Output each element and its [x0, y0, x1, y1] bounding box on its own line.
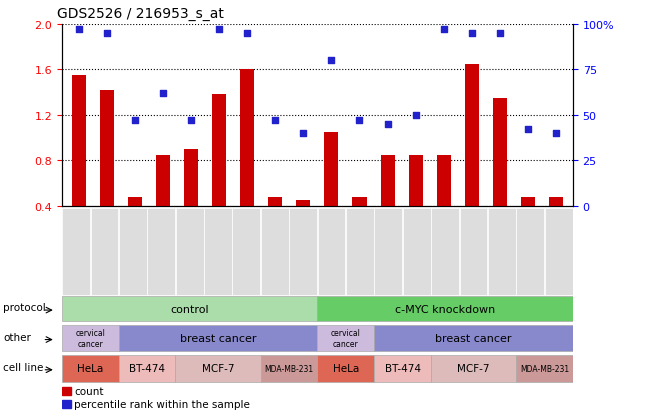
- Point: [551, 131, 561, 137]
- Bar: [147, 208, 175, 296]
- Point: [74, 27, 84, 33]
- Bar: [431, 208, 459, 296]
- Bar: [374, 208, 402, 296]
- Point: [410, 112, 421, 119]
- Bar: [521, 197, 535, 252]
- Text: HeLa: HeLa: [333, 363, 359, 373]
- Bar: [240, 70, 254, 252]
- Text: MCF-7: MCF-7: [457, 363, 490, 373]
- Text: cell line: cell line: [3, 362, 44, 372]
- Bar: [317, 296, 573, 322]
- Text: cervical
cancer: cervical cancer: [76, 329, 105, 348]
- Bar: [204, 208, 232, 296]
- Text: MDA-MB-231: MDA-MB-231: [264, 364, 314, 373]
- Bar: [100, 91, 114, 252]
- Bar: [318, 208, 346, 296]
- Bar: [289, 208, 317, 296]
- Text: MCF-7: MCF-7: [202, 363, 234, 373]
- Text: MDA-MB-231: MDA-MB-231: [520, 364, 569, 373]
- Text: other: other: [3, 332, 31, 342]
- Bar: [176, 208, 204, 296]
- Point: [270, 118, 281, 124]
- Bar: [62, 325, 118, 351]
- Bar: [268, 197, 283, 252]
- Point: [382, 121, 393, 128]
- Bar: [62, 387, 71, 395]
- Bar: [549, 197, 563, 252]
- Bar: [465, 64, 479, 252]
- Bar: [175, 355, 260, 382]
- Text: c-MYC knockdown: c-MYC knockdown: [395, 304, 495, 314]
- Bar: [118, 325, 317, 351]
- Point: [495, 31, 505, 37]
- Bar: [317, 355, 374, 382]
- Bar: [62, 355, 118, 382]
- Point: [523, 127, 533, 133]
- Bar: [260, 355, 317, 382]
- Point: [242, 31, 253, 37]
- Text: HeLa: HeLa: [77, 363, 104, 373]
- Bar: [90, 208, 118, 296]
- Text: cervical
cancer: cervical cancer: [331, 329, 361, 348]
- Bar: [184, 150, 198, 252]
- Bar: [374, 325, 573, 351]
- Text: BT-474: BT-474: [129, 363, 165, 373]
- Bar: [317, 325, 374, 351]
- Point: [186, 118, 196, 124]
- Point: [326, 58, 337, 64]
- Bar: [156, 155, 170, 252]
- Bar: [72, 76, 86, 252]
- Text: GDS2526 / 216953_s_at: GDS2526 / 216953_s_at: [57, 7, 223, 21]
- Text: percentile rank within the sample: percentile rank within the sample: [74, 399, 250, 409]
- Point: [439, 27, 449, 33]
- Bar: [232, 208, 260, 296]
- Text: control: control: [171, 304, 209, 314]
- Bar: [128, 197, 142, 252]
- Text: protocol: protocol: [3, 303, 46, 313]
- Bar: [119, 208, 146, 296]
- Bar: [62, 296, 317, 322]
- Point: [467, 31, 477, 37]
- Bar: [516, 355, 573, 382]
- Bar: [403, 208, 431, 296]
- Bar: [493, 99, 507, 252]
- Bar: [62, 208, 90, 296]
- Bar: [212, 95, 226, 252]
- Point: [214, 27, 225, 33]
- Text: breast cancer: breast cancer: [436, 333, 512, 343]
- Point: [354, 118, 365, 124]
- Bar: [62, 400, 71, 408]
- Point: [102, 31, 112, 37]
- Bar: [261, 208, 288, 296]
- Text: count: count: [74, 386, 104, 396]
- Bar: [431, 355, 516, 382]
- Bar: [409, 155, 422, 252]
- Point: [298, 131, 309, 137]
- Bar: [437, 155, 450, 252]
- Bar: [488, 208, 516, 296]
- Bar: [460, 208, 488, 296]
- Bar: [381, 155, 395, 252]
- Bar: [118, 355, 175, 382]
- Bar: [296, 201, 311, 252]
- Bar: [352, 197, 367, 252]
- Bar: [374, 355, 431, 382]
- Point: [130, 118, 140, 124]
- Text: breast cancer: breast cancer: [180, 333, 256, 343]
- Text: BT-474: BT-474: [385, 363, 421, 373]
- Bar: [324, 133, 339, 252]
- Bar: [346, 208, 374, 296]
- Point: [158, 90, 168, 97]
- Bar: [545, 208, 573, 296]
- Bar: [516, 208, 544, 296]
